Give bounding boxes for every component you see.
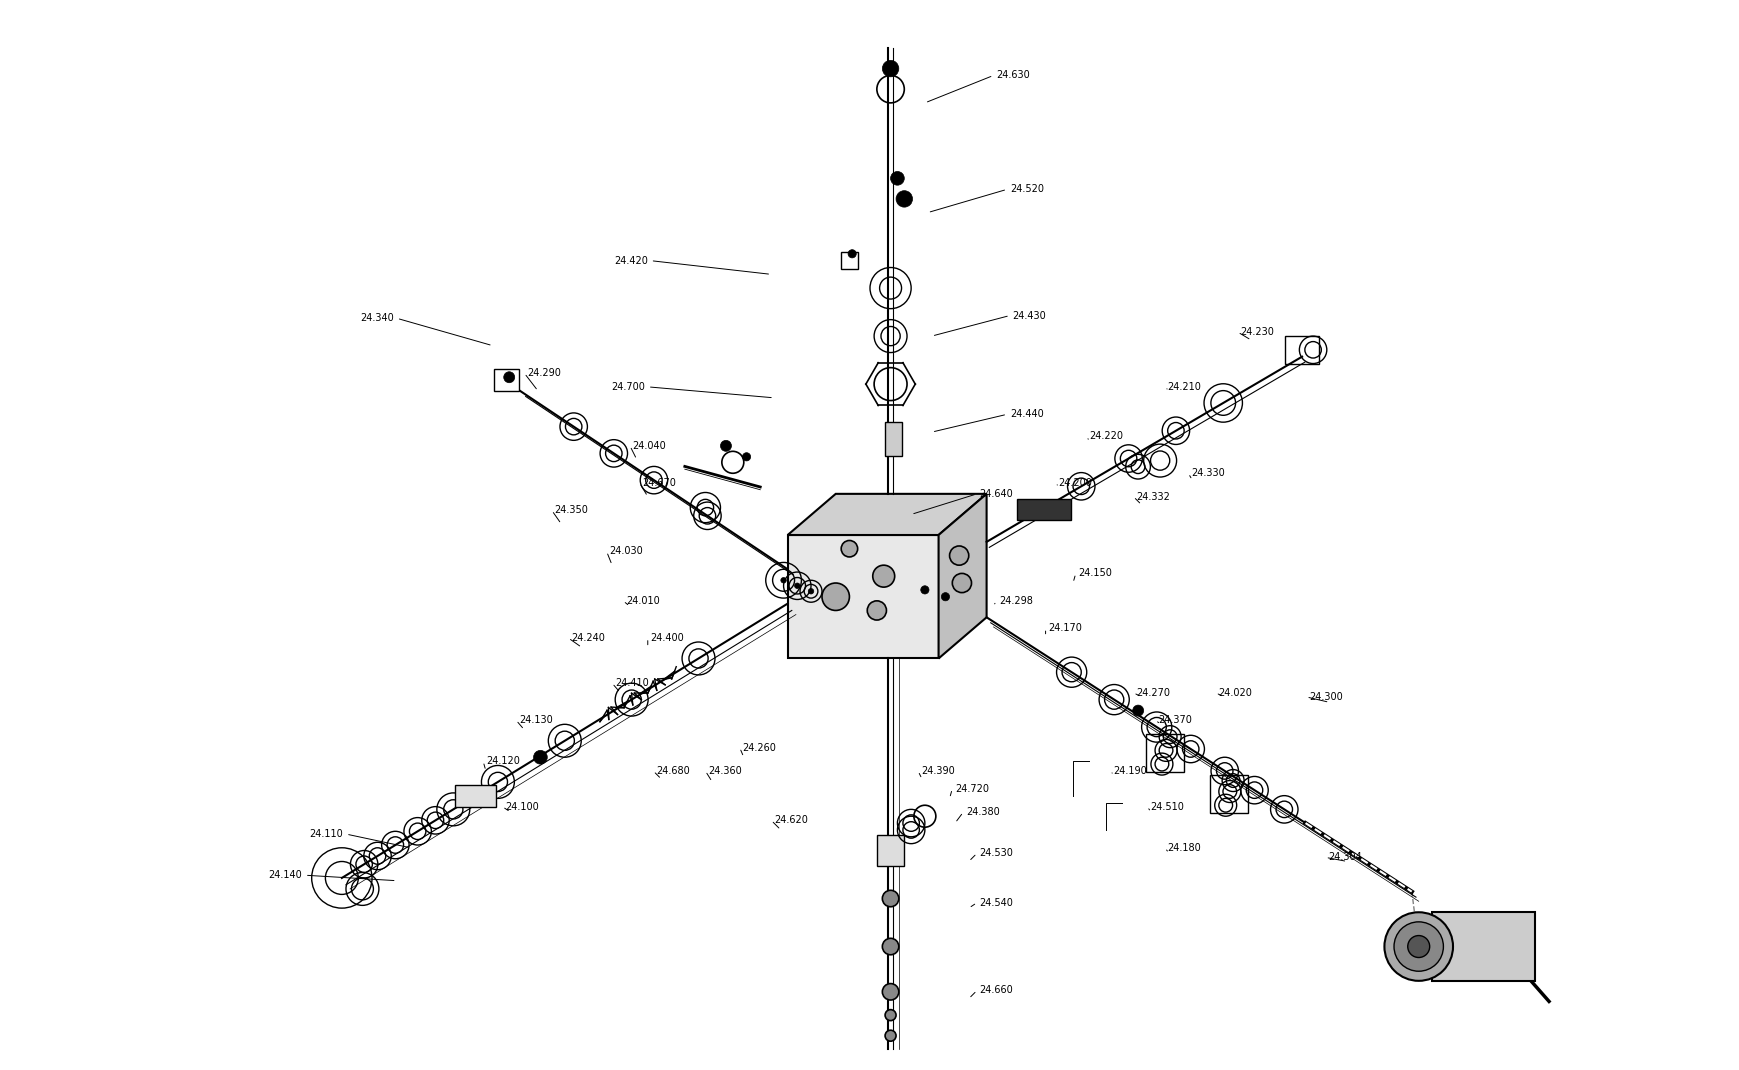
Circle shape	[534, 750, 548, 764]
Text: 24.700: 24.700	[610, 382, 645, 392]
Bar	[494, 369, 518, 391]
Text: 24.010: 24.010	[626, 596, 659, 606]
Text: 24.180: 24.180	[1167, 843, 1200, 853]
Circle shape	[890, 171, 904, 185]
Polygon shape	[788, 494, 986, 535]
Text: 24.530: 24.530	[979, 849, 1014, 858]
Text: 24.300: 24.300	[1308, 692, 1343, 702]
Text: 24.390: 24.390	[920, 766, 955, 776]
Text: 24.170: 24.170	[1047, 624, 1082, 633]
Text: 24.660: 24.660	[979, 985, 1012, 995]
Text: 24.370: 24.370	[1158, 715, 1191, 725]
Text: 24.150: 24.150	[1078, 568, 1111, 579]
Circle shape	[882, 890, 899, 906]
Circle shape	[840, 540, 857, 557]
Text: 24.020: 24.020	[1217, 688, 1252, 698]
Bar	[1431, 913, 1534, 981]
Text: 24.680: 24.680	[656, 766, 689, 776]
Text: 24.200: 24.200	[1057, 478, 1090, 488]
Circle shape	[809, 588, 814, 594]
Text: 24.520: 24.520	[1009, 184, 1043, 195]
Circle shape	[743, 453, 750, 461]
Text: 24.360: 24.360	[708, 766, 741, 776]
Text: 24.220: 24.220	[1089, 431, 1123, 441]
Text: 24.540: 24.540	[979, 898, 1014, 907]
Text: 24.100: 24.100	[504, 801, 539, 812]
Circle shape	[882, 938, 899, 954]
Circle shape	[720, 441, 730, 452]
Circle shape	[866, 601, 885, 620]
Text: 24.290: 24.290	[527, 368, 560, 378]
Text: 24.040: 24.040	[633, 441, 666, 450]
Text: 24.260: 24.260	[743, 743, 776, 752]
Text: 24.030: 24.030	[609, 547, 643, 556]
Circle shape	[882, 60, 899, 77]
Text: 24.140: 24.140	[268, 870, 303, 881]
Bar	[1146, 734, 1184, 773]
Polygon shape	[937, 494, 986, 658]
Text: 24.332: 24.332	[1136, 491, 1169, 502]
Text: 24.400: 24.400	[650, 632, 683, 643]
Bar	[876, 836, 904, 866]
Bar	[1016, 500, 1071, 520]
Text: 24.410: 24.410	[614, 678, 649, 688]
Text: 24.330: 24.330	[1189, 469, 1224, 478]
Text: 24.440: 24.440	[1009, 410, 1043, 419]
Circle shape	[885, 1030, 896, 1041]
Text: 24.670: 24.670	[642, 478, 676, 488]
Bar	[1283, 336, 1318, 364]
Circle shape	[504, 371, 515, 383]
Text: 24.640: 24.640	[979, 489, 1012, 499]
Circle shape	[1407, 935, 1429, 958]
Text: 24.430: 24.430	[1012, 310, 1045, 321]
Text: 24.240: 24.240	[570, 632, 605, 643]
Bar	[840, 253, 857, 269]
Bar	[885, 422, 901, 456]
Text: 24.190: 24.190	[1113, 766, 1146, 776]
Text: 24.304: 24.304	[1327, 853, 1362, 862]
Circle shape	[941, 593, 949, 601]
Text: 24.380: 24.380	[965, 807, 1000, 817]
Circle shape	[1393, 922, 1443, 972]
Circle shape	[795, 583, 800, 589]
Text: 24.110: 24.110	[310, 829, 343, 839]
Bar	[456, 784, 496, 807]
Bar	[1209, 775, 1247, 813]
Circle shape	[1384, 913, 1452, 981]
Text: 24.120: 24.120	[485, 756, 520, 766]
Circle shape	[847, 249, 856, 258]
Text: 24.130: 24.130	[518, 715, 553, 725]
Text: 24.350: 24.350	[555, 505, 588, 516]
Text: 24.720: 24.720	[955, 784, 988, 794]
Circle shape	[821, 583, 849, 611]
Circle shape	[920, 585, 929, 594]
Circle shape	[882, 983, 899, 1000]
Text: 24.420: 24.420	[614, 256, 647, 265]
Text: 24.210: 24.210	[1167, 382, 1202, 392]
Text: 24.510: 24.510	[1149, 801, 1183, 812]
Text: 24.620: 24.620	[774, 815, 807, 825]
Text: 24.270: 24.270	[1136, 688, 1169, 698]
Circle shape	[781, 578, 786, 583]
Circle shape	[873, 565, 894, 587]
Circle shape	[896, 190, 911, 208]
Text: 24.298: 24.298	[998, 596, 1033, 606]
Text: 24.230: 24.230	[1240, 327, 1273, 337]
Text: 24.630: 24.630	[996, 71, 1029, 80]
Text: 24.340: 24.340	[360, 314, 393, 323]
Polygon shape	[788, 535, 937, 658]
Circle shape	[1132, 705, 1143, 716]
Circle shape	[885, 1010, 896, 1021]
Circle shape	[949, 546, 969, 565]
Circle shape	[951, 574, 970, 593]
